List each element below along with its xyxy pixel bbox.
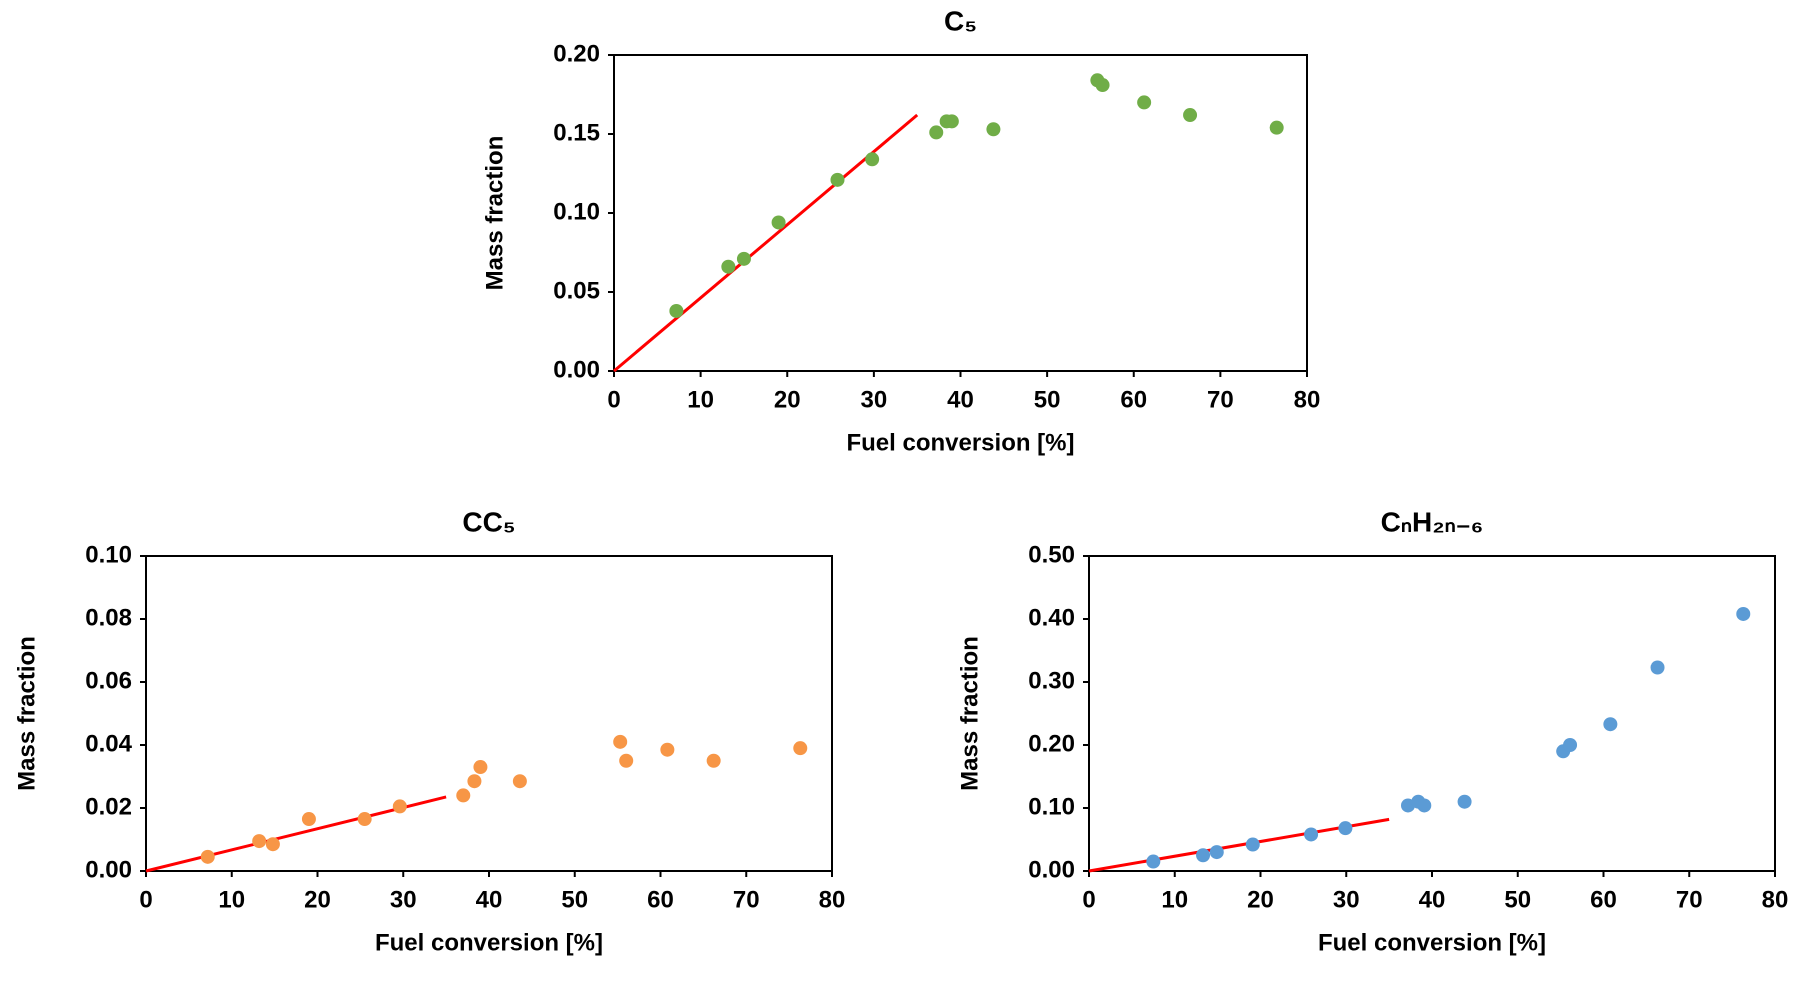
point: [660, 742, 675, 757]
y-tick-label: 0.10: [553, 198, 600, 225]
point: [613, 734, 628, 749]
y-tick-label: 0.20: [1028, 730, 1075, 757]
point: [1269, 120, 1284, 135]
y-tick-label: 0.30: [1028, 667, 1075, 694]
y-tick-label: 0.50: [1028, 541, 1075, 568]
x-axis-label: Fuel conversion [%]: [846, 429, 1074, 456]
y-tick-label: 0.00: [1028, 856, 1075, 883]
point: [1563, 738, 1578, 752]
point: [200, 849, 215, 864]
point: [986, 122, 1001, 137]
x-tick-label: 70: [733, 886, 760, 913]
point: [736, 251, 751, 266]
plot-frame: [1088, 555, 1776, 872]
x-tick-label: 20: [1247, 886, 1274, 913]
point: [1196, 848, 1211, 863]
point: [1736, 606, 1751, 621]
point: [1095, 78, 1110, 93]
x-tick-label: 40: [1419, 886, 1446, 913]
chart-title: CₙH₂ₙ₋₆: [1381, 506, 1484, 537]
plot-frame: [613, 54, 1308, 372]
y-axis-label: Mass fraction: [956, 636, 983, 791]
x-tick-label: 60: [647, 886, 674, 913]
chart-title: CC₅: [462, 506, 515, 537]
x-tick-label: 0: [607, 386, 620, 413]
point: [619, 753, 634, 768]
x-tick-label: 30: [390, 886, 417, 913]
x-tick-label: 20: [304, 886, 331, 913]
x-tick-label: 70: [1676, 886, 1703, 913]
point: [265, 837, 280, 852]
point: [944, 114, 959, 129]
point: [1417, 798, 1432, 813]
y-tick-label: 0.05: [553, 277, 600, 304]
point: [1304, 827, 1319, 842]
y-tick-label: 0.04: [85, 730, 132, 757]
x-tick-label: 10: [687, 386, 714, 413]
x-tick-label: 50: [561, 886, 588, 913]
x-tick-label: 0: [1082, 886, 1095, 913]
x-tick-label: 10: [218, 886, 245, 913]
x-axis-label: Fuel conversion [%]: [375, 929, 603, 956]
point: [392, 799, 407, 814]
y-tick-label: 0.08: [85, 604, 132, 631]
point: [252, 834, 267, 849]
point: [1137, 95, 1152, 110]
point: [721, 259, 736, 274]
point: [357, 812, 372, 827]
point: [1457, 794, 1472, 809]
x-tick-label: 60: [1590, 886, 1617, 913]
x-tick-label: 20: [774, 386, 801, 413]
point: [1146, 854, 1161, 869]
y-tick-label: 0.00: [553, 356, 600, 383]
x-tick-label: 60: [1120, 386, 1147, 413]
point: [771, 215, 786, 230]
point: [669, 303, 684, 318]
y-tick-label: 0.20: [553, 40, 600, 67]
y-tick-label: 0.06: [85, 667, 132, 694]
x-tick-label: 50: [1034, 386, 1061, 413]
point: [1650, 660, 1665, 675]
point: [1338, 821, 1353, 836]
x-tick-label: 80: [819, 886, 846, 913]
point: [929, 125, 944, 140]
point: [301, 812, 316, 827]
x-tick-label: 30: [1333, 886, 1360, 913]
plot-frame: [145, 555, 833, 872]
point: [865, 152, 880, 167]
point: [1603, 717, 1618, 732]
point: [1183, 108, 1198, 123]
chart-title: C₅: [944, 5, 977, 36]
y-tick-label: 0.40: [1028, 604, 1075, 631]
x-tick-label: 50: [1504, 886, 1531, 913]
point: [473, 760, 488, 775]
x-tick-label: 40: [947, 386, 974, 413]
point: [456, 788, 471, 803]
point: [1209, 845, 1224, 860]
point: [830, 172, 845, 187]
x-tick-label: 0: [139, 886, 152, 913]
y-tick-label: 0.10: [1028, 793, 1075, 820]
y-tick-label: 0.02: [85, 793, 132, 820]
x-tick-label: 40: [476, 886, 503, 913]
y-axis-label: Mass fraction: [481, 136, 508, 291]
y-axis-label: Mass fraction: [13, 636, 40, 791]
point: [1245, 837, 1260, 852]
point: [512, 774, 527, 789]
y-tick-label: 0.10: [85, 541, 132, 568]
x-tick-label: 80: [1294, 386, 1321, 413]
y-tick-label: 0.00: [85, 856, 132, 883]
x-tick-label: 70: [1207, 386, 1234, 413]
x-tick-label: 30: [861, 386, 888, 413]
point: [467, 774, 482, 789]
x-tick-label: 10: [1161, 886, 1188, 913]
x-axis-label: Fuel conversion [%]: [1318, 929, 1546, 956]
x-tick-label: 80: [1762, 886, 1789, 913]
y-tick-label: 0.15: [553, 119, 600, 146]
point: [793, 741, 808, 756]
point: [706, 753, 721, 768]
